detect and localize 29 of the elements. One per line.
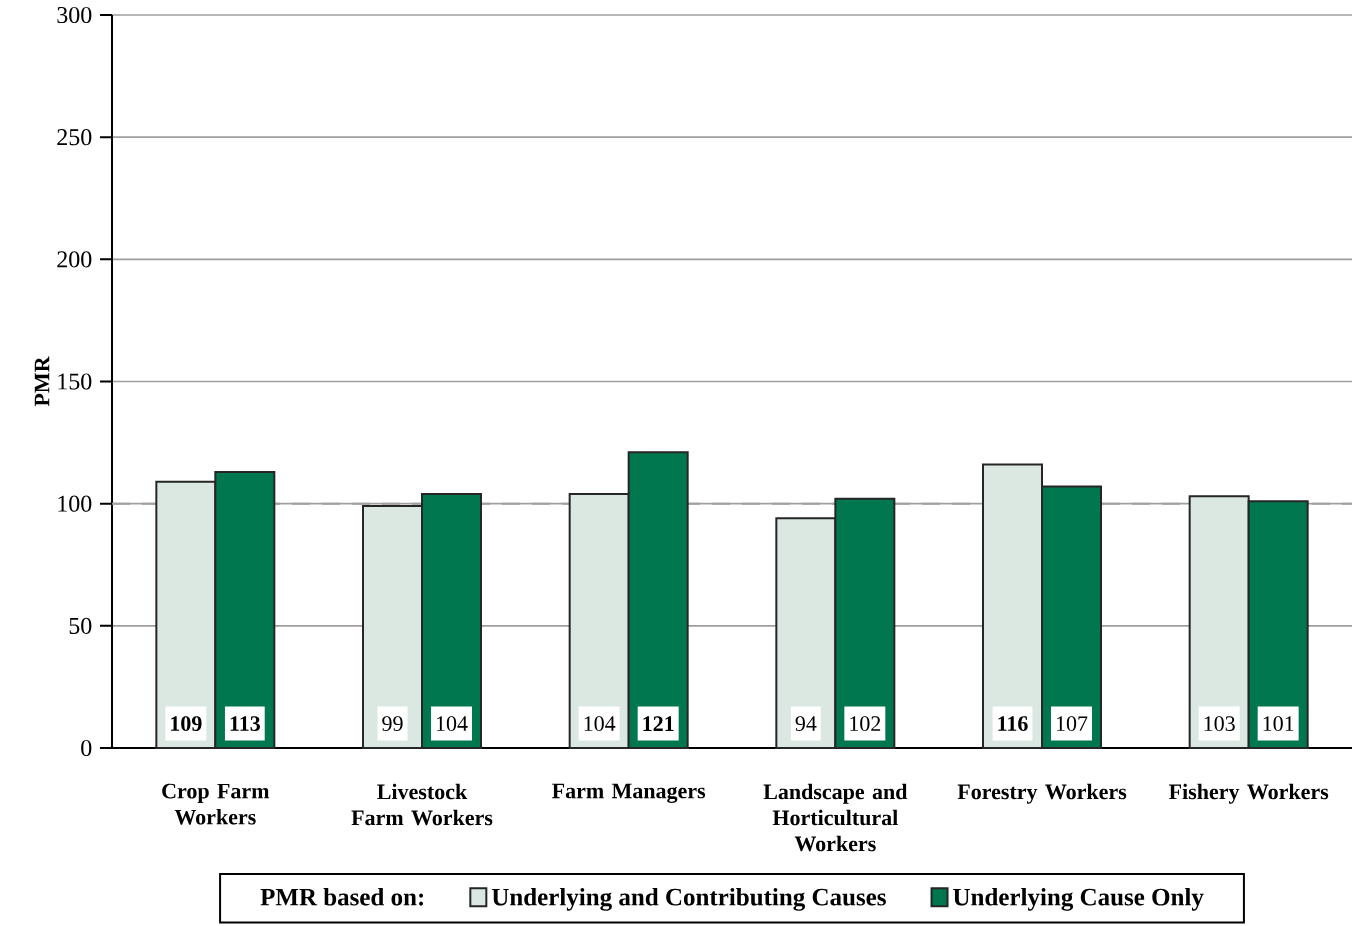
x-tick-label: Fishery Workers <box>1169 783 1329 804</box>
data-label: 94 <box>795 716 817 731</box>
data-label: 107 <box>1056 716 1088 732</box>
data-label: 102 <box>850 716 881 732</box>
data-label: 113 <box>230 716 260 731</box>
x-tick-label: Livestock Farm Workers <box>351 783 493 826</box>
x-tick-label: Landscape and Horticultural Workers <box>763 783 908 852</box>
data-label: 101 <box>1263 716 1294 732</box>
data-label: 121 <box>643 716 674 731</box>
data-label: 104 <box>436 716 468 732</box>
x-tick-label: Crop Farm Workers <box>162 783 270 825</box>
y-tick-label: 0 <box>81 739 92 757</box>
y-tick-label: 200 <box>57 251 92 268</box>
x-tick-label: Forestry Workers <box>957 783 1127 804</box>
legend-title: PMR based on: <box>260 887 424 906</box>
y-tick-label: 300 <box>57 6 92 24</box>
data-label: 99 <box>382 716 403 731</box>
legend-label: Underlying Cause Only <box>953 887 1204 911</box>
data-label: 103 <box>1204 716 1235 732</box>
data-label: 116 <box>998 716 1028 731</box>
legend-label: Underlying and Contributing Causes <box>491 887 886 911</box>
y-tick-label: 100 <box>58 495 92 512</box>
y-tick-label: 250 <box>57 129 92 146</box>
x-tick-label: Farm Managers <box>552 783 706 803</box>
y-axis-title: PMR <box>34 356 50 407</box>
data-label: 109 <box>171 716 202 732</box>
y-tick-label: 150 <box>58 373 92 390</box>
data-label: 104 <box>584 716 616 732</box>
y-tick-label: 50 <box>69 617 92 634</box>
